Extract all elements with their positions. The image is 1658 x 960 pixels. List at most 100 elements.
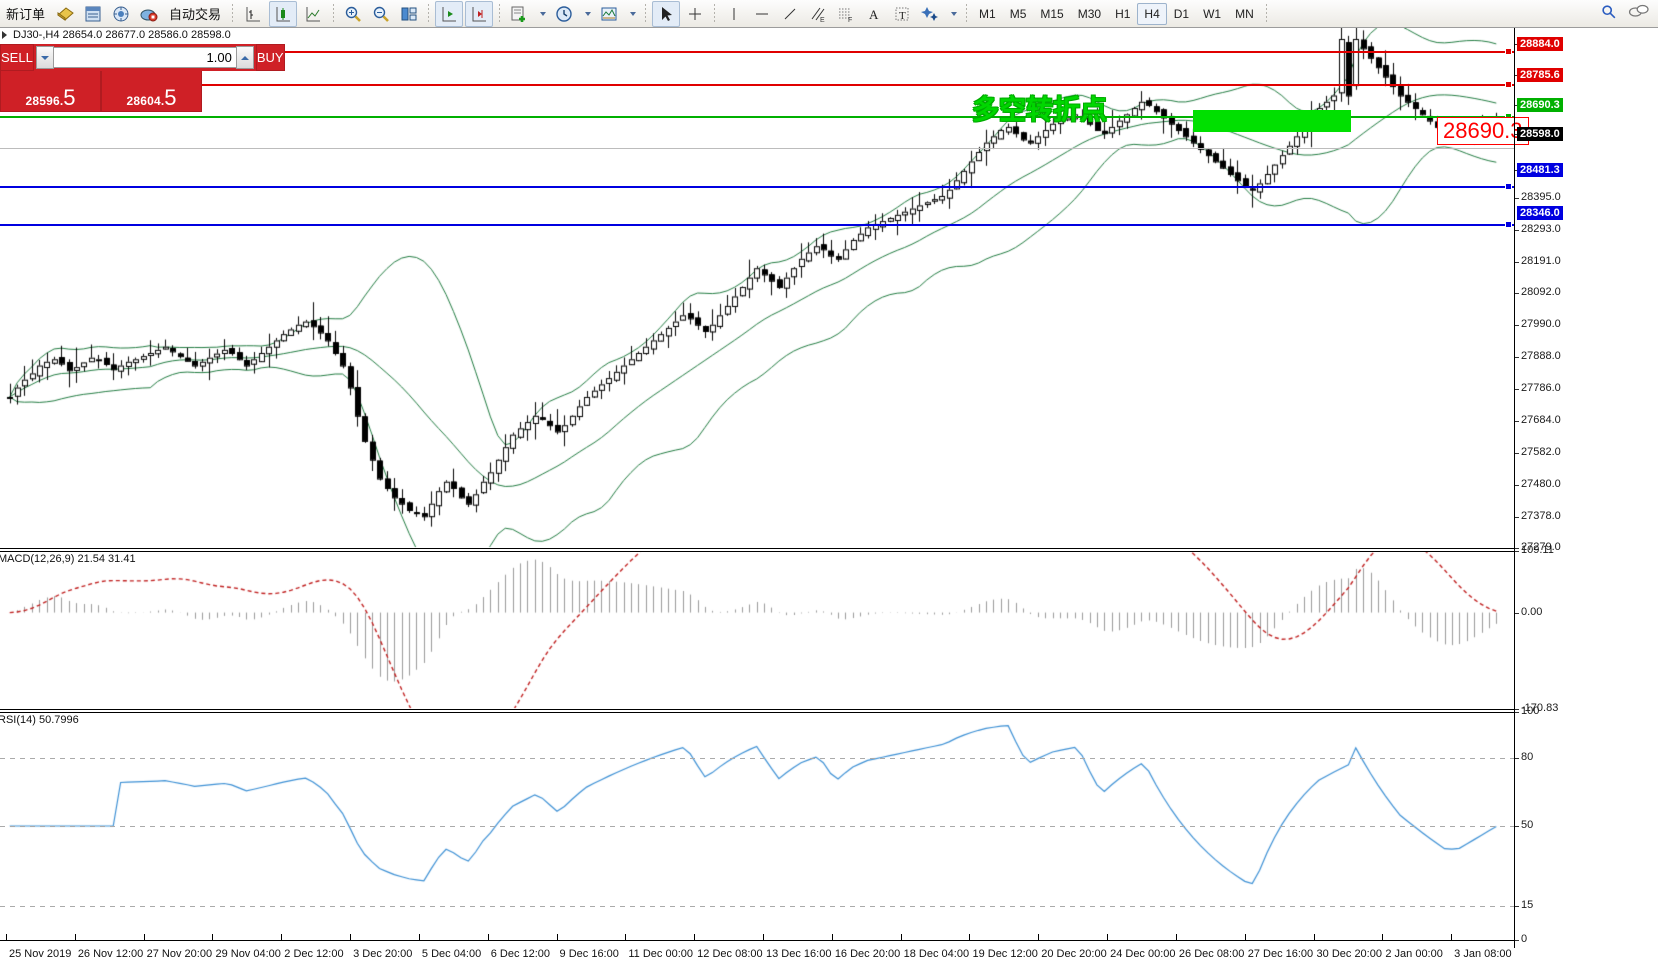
new-order-icon[interactable]: [52, 2, 78, 26]
chat-icon[interactable]: [1628, 3, 1650, 24]
support-line-28346[interactable]: [0, 224, 1514, 226]
new-order-button[interactable]: 新订单: [1, 2, 50, 26]
volume-decrement-button[interactable]: [35, 46, 54, 69]
data-window-icon[interactable]: [80, 2, 106, 26]
vertical-line-icon[interactable]: [721, 2, 747, 26]
chart-canvas[interactable]: [0, 28, 1658, 948]
timeframe-mn[interactable]: MN: [1235, 6, 1254, 21]
trendline-icon[interactable]: [777, 2, 803, 26]
resistance-line-28884[interactable]: [0, 51, 1514, 53]
time-axis-label: 25 Nov 2019: [9, 948, 72, 960]
crosshair-icon[interactable]: [682, 2, 708, 26]
price-axis-label: 28395.0: [1521, 190, 1561, 203]
indicators-icon[interactable]: [506, 2, 532, 26]
navigator-icon[interactable]: [108, 2, 134, 26]
price-callout-box[interactable]: 28690.3: [1437, 117, 1529, 145]
time-axis-label: 12 Dec 08:00: [697, 948, 763, 960]
time-tick: [487, 934, 489, 941]
chart-area[interactable]: MACD(12,26,9) 21.54 31.41 RSI(14) 50.799…: [0, 28, 1658, 960]
turning-point-annotation[interactable]: 多空转折点: [972, 95, 1107, 126]
resistance-line-28785[interactable]: [0, 84, 1514, 86]
cursor-icon[interactable]: [652, 0, 681, 27]
time-axis-label: 3 Jan 08:00: [1454, 948, 1512, 960]
fibonacci-icon[interactable]: F: [833, 2, 859, 26]
line-handle[interactable]: [1505, 183, 1512, 190]
timeframe-group: M1 M5 M15 M30 H1 H4 D1 W1 MN: [972, 2, 1261, 25]
one-click-trading-panel[interactable]: SELL BUY 28596 . 5 28604 . 5: [0, 44, 285, 112]
templates-icon[interactable]: [596, 2, 622, 26]
price-axis[interactable]: 28884.0 28785.6 28690.3 28598.0 28481.3 28395…: [1514, 28, 1658, 948]
pivot-line-28690[interactable]: [0, 116, 1514, 118]
text-label-icon[interactable]: T: [889, 2, 915, 26]
chevron-down-icon[interactable]: [534, 2, 549, 26]
zoom-in-icon[interactable]: [340, 2, 366, 26]
price-tag-28481-3[interactable]: 28481.3: [1517, 163, 1563, 178]
buy-button[interactable]: BUY: [255, 44, 285, 71]
time-tick: [281, 934, 283, 941]
line-handle[interactable]: [1505, 221, 1512, 228]
timeframe-m5[interactable]: M5: [1009, 6, 1027, 21]
timeframe-h1[interactable]: H1: [1115, 6, 1131, 21]
text-icon[interactable]: A: [861, 2, 887, 26]
time-tick: [74, 934, 76, 941]
time-tick: [556, 934, 558, 941]
price-tag-28690-3[interactable]: 28690.3: [1517, 97, 1563, 112]
support-line-28481[interactable]: [0, 186, 1514, 188]
volume-input[interactable]: [53, 47, 236, 68]
chevron-down-icon[interactable]: [579, 2, 594, 26]
bar-chart-icon[interactable]: [239, 1, 267, 27]
time-axis-label: 29 Nov 04:00: [215, 948, 281, 960]
terminal-icon[interactable]: [136, 2, 162, 26]
line-handle[interactable]: [1505, 81, 1512, 88]
chevron-down-icon[interactable]: [624, 2, 639, 26]
candlestick-chart-icon[interactable]: [269, 0, 298, 27]
periods-icon[interactable]: [551, 2, 577, 26]
time-axis-label: 20 Dec 20:00: [1041, 948, 1107, 960]
time-axis-label: 19 Dec 12:00: [972, 948, 1038, 960]
search-icon[interactable]: [1600, 3, 1618, 24]
timeframe-w1[interactable]: W1: [1203, 6, 1222, 21]
sell-button[interactable]: SELL: [0, 44, 34, 71]
autotrade-button[interactable]: 自动交易: [164, 2, 226, 26]
buy-price-display[interactable]: 28604 . 5: [101, 71, 202, 112]
macd-indicator-label: MACD(12,26,9) 21.54 31.41: [0, 553, 136, 565]
toolbar-separator: [428, 3, 430, 24]
rsi-tick: [1515, 826, 1519, 827]
price-tag-28346-0[interactable]: 28346.0: [1517, 205, 1563, 220]
time-axis-label: 16 Dec 20:00: [834, 948, 901, 960]
sell-price-display[interactable]: 28596 . 5: [0, 71, 101, 112]
volume-increment-button[interactable]: [235, 46, 254, 69]
last-price-line: [0, 148, 1514, 149]
tile-windows-icon[interactable]: [396, 2, 422, 26]
timeframe-h4[interactable]: H4: [1137, 2, 1167, 25]
zone-highlight-rectangle[interactable]: [1193, 110, 1351, 132]
time-tick: [625, 934, 627, 941]
timeframe-d1[interactable]: D1: [1173, 6, 1190, 21]
chart-shift-icon[interactable]: [465, 0, 494, 27]
toolbar-separator: [645, 3, 647, 24]
line-chart-icon[interactable]: [299, 1, 327, 27]
auto-scroll-icon[interactable]: [435, 0, 464, 27]
time-axis-label: 2 Dec 12:00: [284, 948, 344, 960]
zoom-out-icon[interactable]: [368, 2, 394, 26]
price-tag-28884-0[interactable]: 28884.0: [1517, 37, 1563, 51]
toolbar-right-group: [1600, 3, 1658, 24]
buy-price-separator: .: [160, 94, 165, 108]
timeframe-m1[interactable]: M1: [979, 6, 996, 21]
time-axis-label: 27 Dec 16:00: [1247, 948, 1314, 960]
equidistant-channel-icon[interactable]: E: [805, 2, 831, 26]
shapes-icon[interactable]: [917, 2, 943, 26]
line-handle[interactable]: [1505, 48, 1512, 55]
toolbar-separator: [714, 3, 716, 24]
price-axis-label: 28191.0: [1521, 254, 1561, 267]
time-tick: [1175, 934, 1177, 941]
time-tick: [831, 934, 833, 941]
timeframe-m30[interactable]: M30: [1077, 6, 1102, 21]
horizontal-line-icon[interactable]: [749, 2, 775, 26]
price-tag-28785-6[interactable]: 28785.6: [1517, 67, 1563, 82]
chevron-down-icon[interactable]: [945, 2, 960, 26]
price-axis-label: 27480.0: [1521, 477, 1561, 490]
price-tag-28598-0[interactable]: 28598.0: [1517, 126, 1563, 141]
timeframe-m15[interactable]: M15: [1040, 6, 1064, 21]
price-tick: [1515, 356, 1519, 358]
